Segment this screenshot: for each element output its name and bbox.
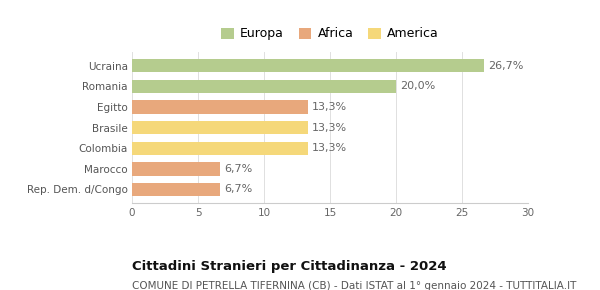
Text: 13,3%: 13,3%: [311, 102, 347, 112]
Text: 6,7%: 6,7%: [224, 184, 253, 195]
Bar: [132, 59, 484, 72]
Text: Cittadini Stranieri per Cittadinanza - 2024: Cittadini Stranieri per Cittadinanza - 2…: [132, 260, 446, 273]
Text: 13,3%: 13,3%: [311, 143, 347, 153]
Text: 20,0%: 20,0%: [400, 81, 435, 91]
Legend: Europa, Africa, America: Europa, Africa, America: [218, 25, 442, 43]
Bar: [132, 100, 308, 114]
Text: 6,7%: 6,7%: [224, 164, 253, 174]
Bar: [132, 162, 220, 175]
Bar: [132, 142, 308, 155]
Bar: [132, 80, 396, 93]
Text: 13,3%: 13,3%: [311, 123, 347, 133]
Text: 26,7%: 26,7%: [488, 61, 524, 71]
Bar: [132, 121, 308, 134]
Bar: [132, 183, 220, 196]
Text: COMUNE DI PETRELLA TIFERNINA (CB) - Dati ISTAT al 1° gennaio 2024 - TUTTITALIA.I: COMUNE DI PETRELLA TIFERNINA (CB) - Dati…: [132, 281, 577, 290]
